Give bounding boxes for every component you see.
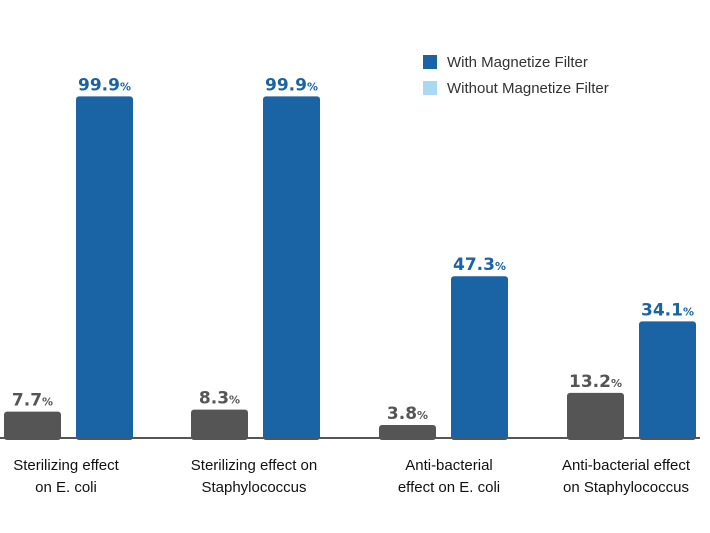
bar — [451, 276, 508, 440]
data-label: 99.9% — [78, 75, 131, 95]
legend-swatch — [423, 55, 437, 69]
data-label: 47.3% — [453, 255, 506, 275]
bar — [379, 425, 436, 440]
data-label: 13.2% — [569, 372, 622, 392]
legend: With Magnetize Filter Without Magnetize F… — [423, 54, 609, 97]
data-label: 34.1% — [641, 300, 694, 320]
category-label: Sterilizing effect — [13, 457, 119, 474]
bar — [191, 409, 248, 440]
category-label: Staphylococcus — [201, 479, 306, 496]
bar — [4, 411, 61, 440]
bar — [263, 96, 320, 440]
category-label: on Staphylococcus — [563, 479, 689, 496]
bar — [76, 96, 133, 440]
data-label: 3.8% — [387, 404, 428, 424]
bar — [567, 392, 624, 440]
data-label: 8.3% — [199, 389, 240, 409]
bar — [639, 321, 696, 440]
legend-swatch — [423, 81, 437, 95]
legend-label: Without Magnetize Filter — [447, 80, 609, 97]
data-label: 7.7% — [12, 391, 53, 411]
legend-label: With Magnetize Filter — [447, 54, 588, 71]
category-label: Anti-bacterial effect — [562, 457, 691, 474]
category-label: effect on E. coli — [398, 479, 500, 496]
category-label: Anti-bacterial — [405, 457, 493, 474]
bars-group — [4, 96, 696, 440]
data-label: 99.9% — [265, 75, 318, 95]
category-labels-group: Sterilizing effect on E. coli Sterilizing … — [13, 457, 691, 496]
category-label: on E. coli — [35, 479, 97, 496]
value-labels-group: 7.7% 99.9% 8.3% 99.9% 3.8% 47.3% 13.2% 34.1% — [12, 75, 694, 424]
category-label: Sterilizing effect on — [191, 457, 317, 474]
